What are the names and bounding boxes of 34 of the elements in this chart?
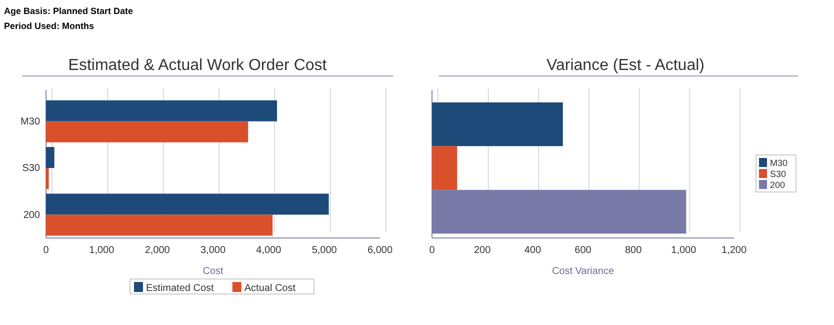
y-tick-label: S30 — [22, 163, 40, 174]
legend-label: Estimated Cost — [146, 283, 214, 294]
x-axis-title: Cost Variance — [552, 266, 614, 277]
bar — [46, 214, 273, 236]
text: Age Basis: Planned Start Date — [4, 6, 134, 16]
chart-title: Estimated & Actual Work Order Cost — [68, 57, 328, 74]
x-tick-label: 800 — [624, 245, 642, 256]
legend-label: Actual Cost — [244, 283, 296, 294]
x-tick-label: 6,000 — [367, 245, 393, 256]
x-tick-label: 1,000 — [89, 245, 115, 256]
legend-label: 200 — [770, 180, 786, 190]
x-tick-label: 0 — [43, 245, 50, 256]
bar — [46, 147, 54, 168]
bar — [46, 100, 278, 122]
x-tick-label: 5,000 — [312, 245, 338, 256]
x-tick-label: 600 — [574, 245, 592, 256]
x-tick-label: 200 — [474, 245, 492, 256]
bar — [46, 194, 329, 215]
legend-label: S30 — [770, 169, 786, 179]
bar — [46, 121, 248, 142]
x-tick-label: 0 — [429, 245, 436, 256]
text: Period Used: Months — [4, 21, 94, 31]
x-tick-label: 2,000 — [144, 245, 170, 256]
legend-label: M30 — [770, 158, 788, 168]
x-axis-title: Cost — [202, 266, 224, 277]
x-tick-label: 3,000 — [200, 245, 226, 256]
y-tick-label: 200 — [23, 210, 40, 221]
x-tick-label: 4,000 — [256, 245, 282, 256]
x-tick-label: 400 — [524, 245, 542, 256]
chart-title: Variance (Est - Actual) — [546, 57, 704, 74]
bar — [46, 168, 49, 189]
y-tick-label: M30 — [20, 116, 40, 128]
x-tick-label: 1,200 — [721, 245, 747, 256]
x-tick-label: 1,000 — [671, 245, 697, 256]
